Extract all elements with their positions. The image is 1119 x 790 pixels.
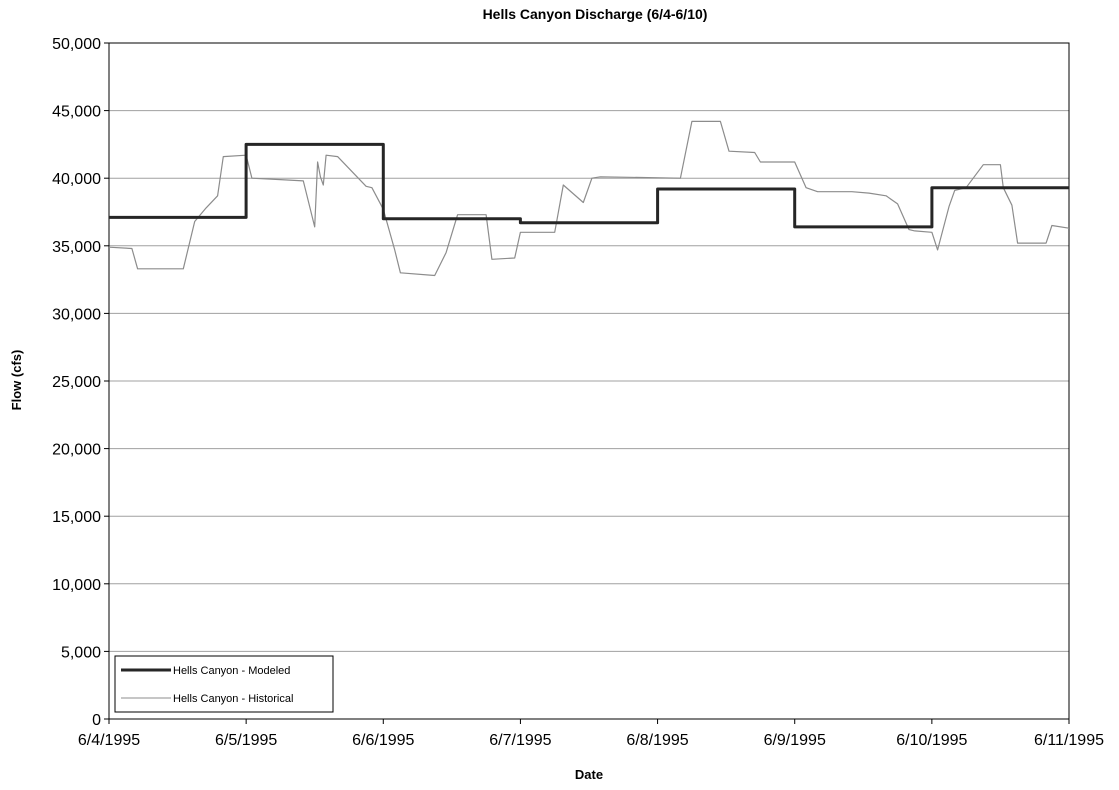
x-tick-label: 6/5/1995 bbox=[215, 732, 277, 749]
y-tick-label: 0 bbox=[92, 712, 101, 729]
legend-label-modeled: Hells Canyon - Modeled bbox=[173, 665, 290, 677]
x-tick-label: 6/4/1995 bbox=[78, 732, 140, 749]
y-tick-label: 50,000 bbox=[52, 36, 101, 53]
y-tick-label: 15,000 bbox=[52, 509, 101, 526]
series-layer bbox=[108, 120, 1070, 277]
x-tick-label: 6/6/1995 bbox=[352, 732, 414, 749]
y-tick-label: 30,000 bbox=[52, 306, 101, 323]
y-tick-label: 45,000 bbox=[52, 104, 101, 121]
x-tick-label: 6/11/1995 bbox=[1034, 732, 1104, 749]
series-line-hells-canyon-historical bbox=[108, 120, 1070, 277]
x-tick-label: 6/10/1995 bbox=[896, 732, 967, 749]
grid bbox=[109, 110, 1069, 652]
x-tick-label: 6/7/1995 bbox=[489, 732, 551, 749]
x-tick-label: 6/8/1995 bbox=[626, 732, 688, 749]
y-tick-label: 10,000 bbox=[52, 577, 101, 594]
legend-label-historical: Hells Canyon - Historical bbox=[173, 693, 293, 705]
y-tick-label: 40,000 bbox=[52, 171, 101, 188]
legend: Hells Canyon - Modeled Hells Canyon - Hi… bbox=[114, 655, 334, 713]
y-tick-label: 25,000 bbox=[52, 374, 101, 391]
x-axis-title: Date bbox=[575, 767, 603, 782]
chart-title: Hells Canyon Discharge (6/4-6/10) bbox=[483, 6, 708, 22]
y-axis-title: Flow (cfs) bbox=[9, 350, 24, 411]
y-axis: 0 5,000 10,000 15,000 20,000 25,000 30,000 35,0… bbox=[52, 36, 109, 729]
y-tick-label: 5,000 bbox=[61, 644, 101, 661]
x-tick-label: 6/9/1995 bbox=[764, 732, 826, 749]
y-tick-label: 35,000 bbox=[52, 239, 101, 256]
y-tick-label: 20,000 bbox=[52, 442, 101, 459]
series-line-hells-canyon-modeled bbox=[109, 142, 1069, 229]
legend-box bbox=[114, 655, 334, 713]
x-axis: 6/4/1995 6/5/1995 6/6/1995 6/7/1995 6/8/1995… bbox=[78, 719, 1104, 749]
